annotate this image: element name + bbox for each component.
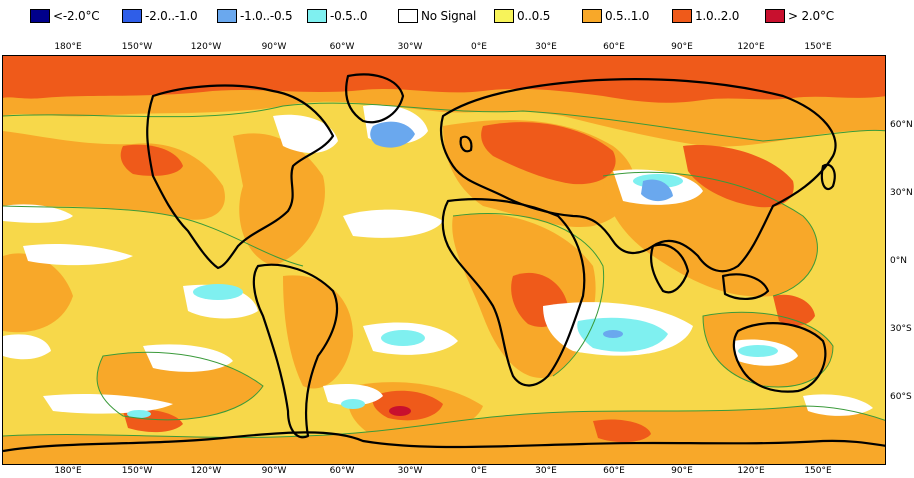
- longitude-label: 90°E: [671, 42, 693, 52]
- legend-label: -0.5..0: [330, 9, 368, 23]
- longitude-label: 150°E: [804, 42, 832, 52]
- legend-swatch: [494, 9, 514, 23]
- longitude-label: 60°E: [603, 42, 625, 52]
- latitude-label: 30°S: [890, 324, 912, 334]
- longitude-label: 0°E: [471, 42, 487, 52]
- longitude-label: 30°E: [535, 466, 557, 476]
- southeast-asia-coast: [721, 273, 770, 300]
- longitude-label: 60°W: [329, 466, 355, 476]
- legend-item: -0.5..0: [307, 6, 367, 26]
- legend-label: > 2.0°C: [788, 9, 834, 23]
- legend-label: 0.5..1.0: [605, 9, 650, 23]
- longitude-label: 150°W: [121, 466, 153, 476]
- coastlines: [3, 73, 885, 453]
- top-longitude-axis: 180°E 150°W 120°W 90°W 60°W 30°W 0°E 30°…: [0, 42, 914, 54]
- legend-label: -2.0..-1.0: [145, 9, 198, 23]
- africa-coast: [441, 198, 586, 387]
- legend-item: -1.0..-0.5: [217, 6, 293, 26]
- legend-swatch: [398, 9, 418, 23]
- latitude-label: 30°N: [890, 188, 913, 198]
- longitude-label: 30°W: [397, 466, 423, 476]
- eurasia-coast: [439, 78, 837, 273]
- legend-item: No Signal: [398, 6, 476, 26]
- cool-mid-regions: [370, 121, 673, 338]
- map-canvas: [3, 56, 885, 464]
- longitude-label: 150°E: [804, 466, 832, 476]
- legend-swatch: [765, 9, 785, 23]
- antarctica-coast: [3, 431, 885, 453]
- japan-coast: [820, 163, 836, 191]
- legend-label: <-2.0°C: [53, 9, 100, 23]
- contour-lines: [3, 102, 885, 438]
- longitude-label: 90°W: [261, 42, 287, 52]
- legend-swatch: [30, 9, 50, 23]
- legend-item: 0.5..1.0: [582, 6, 649, 26]
- greenland-coast: [345, 73, 405, 124]
- longitude-label: 150°W: [121, 42, 153, 52]
- australia-coast: [732, 322, 827, 393]
- longitude-label: 0°E: [471, 466, 487, 476]
- legend-label: 1.0..2.0: [695, 9, 740, 23]
- uk-coast: [459, 135, 473, 153]
- latitude-label: 0°N: [890, 256, 907, 266]
- latitude-label: 60°S: [890, 392, 912, 402]
- legend: <-2.0°C -2.0..-1.0 -1.0..-0.5 -0.5..0 No…: [0, 0, 914, 34]
- legend-item: > 2.0°C: [765, 6, 834, 26]
- legend-item: 0..0.5: [494, 6, 550, 26]
- legend-label: No Signal: [421, 9, 477, 23]
- legend-swatch: [582, 9, 602, 23]
- legend-swatch: [217, 9, 237, 23]
- legend-item: <-2.0°C: [30, 6, 100, 26]
- very-hot-spot: [389, 406, 411, 416]
- temperature-anomaly-map: [2, 55, 886, 465]
- longitude-label: 120°W: [190, 466, 222, 476]
- legend-swatch: [672, 9, 692, 23]
- longitude-label: 30°E: [535, 42, 557, 52]
- longitude-label: 120°E: [737, 42, 765, 52]
- legend-item: 1.0..2.0: [672, 6, 739, 26]
- latitude-label: 60°N: [890, 120, 913, 130]
- north-america-coast: [146, 84, 335, 270]
- legend-label: -1.0..-0.5: [240, 9, 293, 23]
- legend-swatch: [122, 9, 142, 23]
- legend-label: 0..0.5: [517, 9, 551, 23]
- longitude-label: 60°E: [603, 466, 625, 476]
- longitude-label: 180°E: [54, 42, 82, 52]
- longitude-label: 60°W: [329, 42, 355, 52]
- longitude-label: 120°E: [737, 466, 765, 476]
- legend-swatch: [307, 9, 327, 23]
- longitude-label: 90°E: [671, 466, 693, 476]
- longitude-label: 90°W: [261, 466, 287, 476]
- longitude-label: 30°W: [397, 42, 423, 52]
- bottom-longitude-axis: 180°E 150°W 120°W 90°W 60°W 30°W 0°E 30°…: [0, 466, 914, 478]
- longitude-label: 120°W: [190, 42, 222, 52]
- india-coast: [649, 243, 690, 294]
- longitude-label: 180°E: [54, 466, 82, 476]
- legend-item: -2.0..-1.0: [122, 6, 198, 26]
